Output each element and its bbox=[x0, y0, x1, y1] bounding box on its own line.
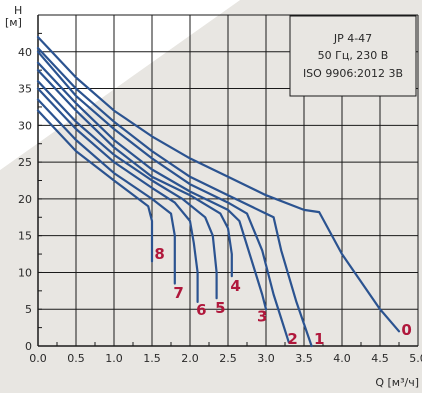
curve-label-7: 7 bbox=[173, 284, 183, 302]
x-tick-label: 4.0 bbox=[333, 352, 351, 365]
curve-7 bbox=[36, 98, 176, 285]
x-axis-title: Q [м³/ч] bbox=[375, 376, 419, 389]
curve-6 bbox=[36, 87, 199, 303]
y-tick-labels: 0 5 10 15 20 25 30 35 40 bbox=[18, 46, 32, 353]
y-tick-label: 5 bbox=[25, 303, 32, 316]
info-model: JP 4-47 bbox=[333, 32, 372, 45]
curve-label-2: 2 bbox=[287, 330, 297, 348]
curve-label-6: 6 bbox=[196, 301, 206, 319]
x-tick-label: 2.5 bbox=[219, 352, 237, 365]
x-tick-label: 4.5 bbox=[371, 352, 389, 365]
info-box bbox=[289, 15, 417, 97]
info-power: 50 Гц, 230 В bbox=[318, 49, 389, 62]
y-tick-label: 25 bbox=[18, 156, 32, 169]
y-tick-label: 30 bbox=[18, 119, 32, 132]
curve-3 bbox=[36, 61, 268, 311]
x-tick-label: 0.0 bbox=[29, 352, 47, 365]
curve-label-5: 5 bbox=[215, 299, 225, 317]
curve-label-4: 4 bbox=[230, 277, 240, 295]
y-tick-label: 35 bbox=[18, 83, 32, 96]
curve-2 bbox=[36, 50, 290, 344]
curve-0 bbox=[36, 36, 401, 333]
x-tick-label: 2.0 bbox=[181, 352, 199, 365]
y-tick-label: 15 bbox=[18, 230, 32, 243]
x-tick-label: 5.0 bbox=[409, 352, 422, 365]
curve-label-1: 1 bbox=[314, 330, 324, 348]
x-tick-label: 3.5 bbox=[295, 352, 313, 365]
y-tick-label: 0 bbox=[25, 340, 32, 353]
curve-5 bbox=[36, 80, 218, 300]
curve-1 bbox=[36, 47, 313, 348]
y-axis-title: H bbox=[14, 4, 22, 17]
curve-label-0: 0 bbox=[401, 321, 411, 339]
x-tick-label: 3.0 bbox=[257, 352, 275, 365]
y-tick-label: 20 bbox=[18, 193, 32, 206]
x-tick-labels: 0.0 0.5 1.0 1.5 2.0 2.5 3.0 3.5 4.0 4.5 5.0 bbox=[29, 352, 422, 365]
y-tick-label: 10 bbox=[18, 266, 32, 279]
x-tick-label: 0.5 bbox=[67, 352, 85, 365]
y-axis-unit: [м] bbox=[5, 16, 22, 29]
x-tick-label: 1.0 bbox=[105, 352, 123, 365]
info-standard: ISO 9906:2012 3B bbox=[303, 67, 403, 80]
background-light bbox=[0, 0, 240, 170]
y-tick-label: 40 bbox=[18, 46, 32, 59]
x-tick-label: 1.5 bbox=[143, 352, 161, 365]
curve-8 bbox=[36, 109, 154, 263]
curve-label-3: 3 bbox=[257, 308, 267, 326]
tick-marks bbox=[37, 14, 419, 347]
curve-label-8: 8 bbox=[154, 245, 164, 263]
curve-4 bbox=[36, 69, 233, 278]
curves bbox=[36, 36, 401, 348]
